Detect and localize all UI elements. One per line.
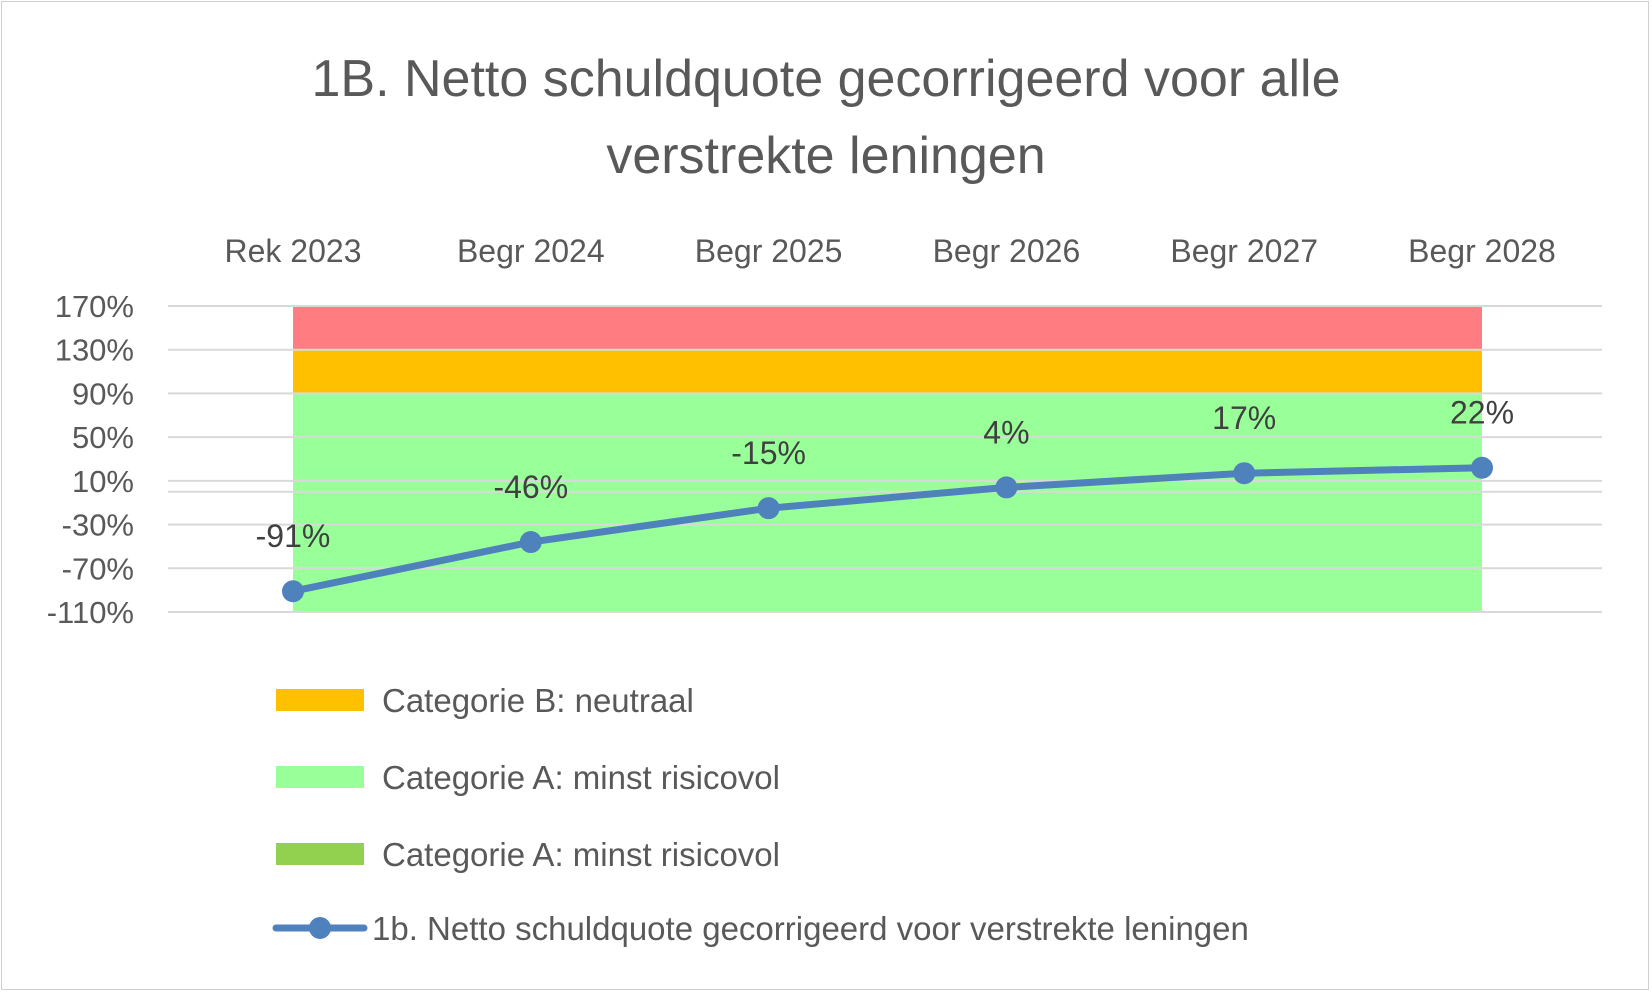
legend-label: Categorie A: minst risicovol bbox=[382, 836, 780, 873]
band-1 bbox=[293, 349, 1482, 394]
data-point bbox=[995, 476, 1018, 499]
legend-swatch bbox=[276, 766, 364, 788]
series-line bbox=[282, 456, 1493, 603]
chart-title-line-2: verstrekte leningen bbox=[606, 127, 1045, 185]
legend-label: Categorie B: neutraal bbox=[382, 682, 694, 719]
data-label: 17% bbox=[1212, 400, 1276, 436]
x-category-label: Begr 2025 bbox=[695, 233, 843, 269]
y-tick-label: -30% bbox=[62, 508, 134, 543]
legend-swatch bbox=[276, 689, 364, 711]
legend-marker bbox=[309, 917, 331, 939]
data-labels: -91% -46% -15% 4% 17% 22% bbox=[256, 395, 1514, 554]
data-label: 22% bbox=[1450, 395, 1514, 431]
data-label: -15% bbox=[731, 435, 806, 471]
legend-swatch bbox=[276, 843, 364, 865]
x-category-label: Begr 2026 bbox=[933, 233, 1081, 269]
y-tick-label: -70% bbox=[62, 551, 134, 586]
y-tick-label: 10% bbox=[72, 464, 134, 499]
y-tick-label: 170% bbox=[55, 289, 134, 324]
x-category-label: Begr 2024 bbox=[457, 233, 605, 269]
x-category-label: Begr 2027 bbox=[1170, 233, 1318, 269]
chart-title-line-1: 1B. Netto schuldquote gecorrigeerd voor … bbox=[311, 50, 1340, 108]
data-label: -91% bbox=[256, 518, 331, 554]
y-tick-label: 130% bbox=[55, 333, 134, 368]
legend-label: 1b. Netto schuldquote gecorrigeerd voor … bbox=[372, 910, 1249, 947]
y-tick-label: 50% bbox=[72, 420, 134, 455]
data-point bbox=[757, 497, 780, 520]
y-tick-label: 90% bbox=[72, 376, 134, 411]
data-point bbox=[519, 531, 542, 554]
x-category-label: Rek 2023 bbox=[225, 233, 362, 269]
x-axis-categories: Rek 2023 Begr 2024 Begr 2025 Begr 2026 Begr … bbox=[225, 233, 1556, 269]
data-point bbox=[282, 580, 304, 603]
risk-bands bbox=[293, 306, 1482, 612]
data-label: 4% bbox=[983, 414, 1029, 450]
gridlines bbox=[168, 305, 1602, 613]
legend: Categorie B: neutraal Categorie A: minst … bbox=[272, 682, 1249, 947]
y-axis-ticks: 170% 130% 90% 50% 10% -30% -70% -110% bbox=[47, 289, 134, 630]
y-tick-label: -110% bbox=[47, 595, 134, 630]
band-0 bbox=[293, 306, 1482, 350]
band-2 bbox=[293, 393, 1482, 612]
series-line-path bbox=[289, 464, 1486, 595]
legend-label: Categorie A: minst risicovol bbox=[382, 759, 780, 796]
data-point bbox=[1233, 462, 1256, 485]
x-category-label: Begr 2028 bbox=[1408, 233, 1556, 269]
data-label: -46% bbox=[493, 469, 568, 505]
data-point bbox=[1471, 456, 1493, 479]
